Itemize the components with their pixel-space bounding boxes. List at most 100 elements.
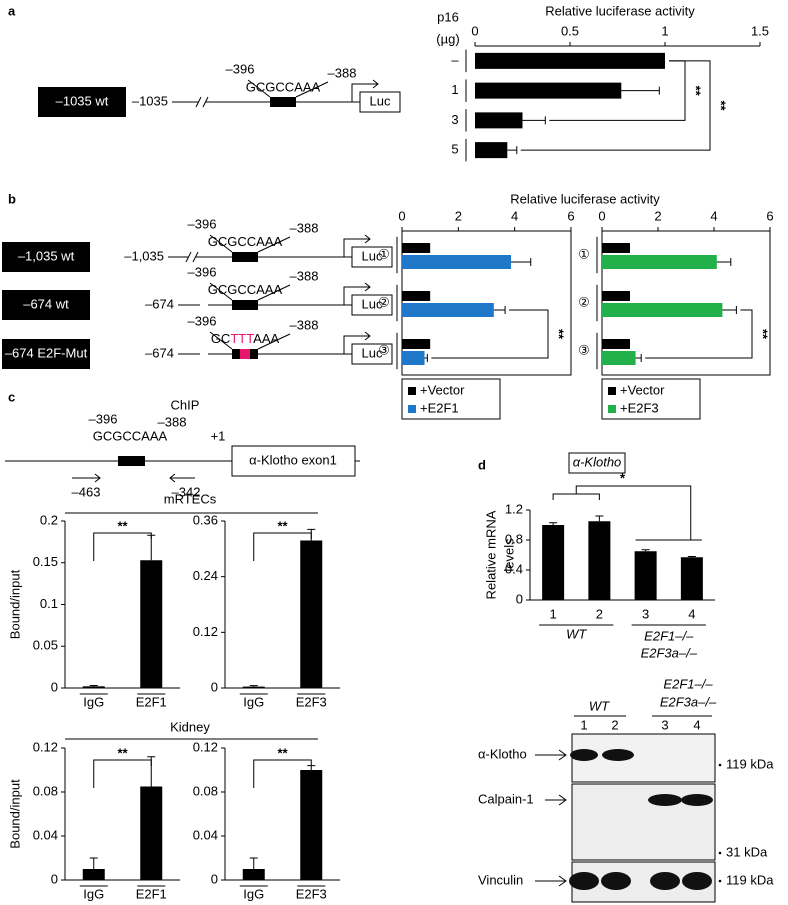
y-tick-label: 0.08	[33, 783, 58, 798]
break-mark	[195, 96, 209, 108]
error-bar	[716, 258, 732, 266]
significance-label: **	[714, 100, 729, 111]
significance-bracket	[645, 309, 753, 359]
reporter-box	[351, 294, 393, 316]
construct-box	[38, 87, 126, 117]
bar	[140, 786, 163, 880]
construct-box	[2, 339, 90, 369]
group-label: WT	[566, 626, 587, 641]
legend-box	[601, 378, 701, 420]
lane-label: 3	[661, 717, 668, 732]
bar	[402, 303, 494, 317]
construct-name: –1,035 wt	[18, 248, 75, 263]
bar	[602, 243, 630, 253]
error-bar	[249, 685, 258, 687]
y-tick-label: 0.15	[33, 554, 58, 569]
bar	[475, 52, 665, 69]
reporter: Luc	[362, 296, 383, 311]
significance-label: **	[756, 329, 771, 340]
y-tick-label: 0.8	[505, 531, 523, 546]
error-bar	[641, 549, 650, 552]
x-tick-label: 3	[642, 606, 649, 621]
x-tick-label: 0	[598, 208, 605, 223]
bar	[402, 243, 431, 253]
lane-label: 4	[693, 717, 700, 732]
e2f-site	[232, 252, 258, 262]
chart-title: Relative luciferase activity	[545, 3, 695, 18]
x-tick-label: 2	[596, 606, 603, 621]
marker-dot	[718, 851, 722, 855]
x-tick-label: 1.5	[751, 23, 769, 38]
significance-bracket	[253, 759, 312, 788]
blot-band	[569, 872, 599, 890]
blot-label: Calpain-1	[478, 791, 534, 806]
e2f-site	[232, 300, 258, 310]
y-tick-label: 0	[51, 679, 58, 694]
construct-box	[2, 242, 90, 272]
blot-label: Vinculin	[478, 872, 523, 887]
tss-arrow	[351, 79, 379, 102]
group-label: E2F3a–/–	[660, 694, 717, 709]
reporter-box	[351, 343, 393, 365]
error-bar	[307, 765, 316, 770]
axis	[64, 748, 180, 881]
category-label: ③	[578, 342, 590, 357]
legend-swatch	[408, 387, 416, 395]
x-tick-label: 2	[455, 208, 462, 223]
sequence: GCGCCAAA	[246, 79, 321, 94]
y-tick-label: 0.04	[193, 827, 218, 842]
bar	[242, 869, 265, 880]
bar	[602, 351, 636, 365]
x-tick-label: 6	[766, 208, 773, 223]
legend-label: +Vector	[620, 382, 665, 397]
legend-box	[401, 378, 501, 420]
legend-label: +E2F1	[420, 400, 459, 415]
bar	[475, 112, 523, 129]
bar	[402, 291, 431, 301]
group-label: E2F1–/–	[663, 676, 713, 691]
start-position: –1035	[132, 93, 168, 108]
tss: +1	[211, 428, 226, 443]
x-tick-label: E2F3	[296, 694, 327, 709]
error-bar	[89, 684, 98, 687]
tss-arrow	[343, 234, 371, 257]
construct-name: –674 E2F-Mut	[5, 345, 88, 360]
group-title: mRTECs	[164, 491, 217, 506]
legend-label: +E2F3	[620, 400, 659, 415]
legend-label: +Vector	[420, 382, 465, 397]
category-label: ①	[578, 246, 590, 261]
legend-swatch	[408, 405, 416, 413]
category-label: ②	[378, 294, 390, 309]
y-tick-label: 0.36	[193, 512, 218, 527]
y-tick-label: 0.4	[505, 561, 523, 576]
significance-bracket	[93, 532, 152, 561]
error-bar	[493, 306, 506, 314]
error-bar	[522, 116, 546, 125]
axis-label: Relative mRNA	[483, 510, 498, 599]
axis-label: Bound/input	[7, 779, 22, 849]
x-tick-label: E2F1	[136, 694, 167, 709]
significance-label: **	[277, 518, 288, 533]
bar	[82, 869, 105, 880]
panel-label: d	[478, 457, 486, 472]
site-leader	[209, 282, 291, 301]
sequence-part: GCGCCAAA	[208, 282, 283, 297]
bar	[634, 551, 657, 600]
x-tick-label: 6	[567, 208, 574, 223]
x-tick-label: 4	[511, 208, 518, 223]
chip-title: ChIP	[171, 397, 200, 412]
reporter-box	[351, 246, 393, 268]
reporter: Luc	[362, 248, 383, 263]
bar	[242, 686, 265, 688]
category-label: ③	[378, 342, 390, 357]
size-marker: 119 kDa	[726, 872, 774, 887]
break-mark	[185, 251, 199, 263]
y-tick-label: 0	[211, 679, 218, 694]
error-bar	[687, 556, 696, 558]
y-tick-label: 0.12	[193, 624, 218, 639]
x-tick-label: 2	[654, 208, 661, 223]
panel-label: a	[8, 3, 16, 18]
position: –396	[89, 411, 118, 426]
start-position: –1,035	[124, 248, 164, 263]
y-tick-label: 0.04	[33, 827, 58, 842]
